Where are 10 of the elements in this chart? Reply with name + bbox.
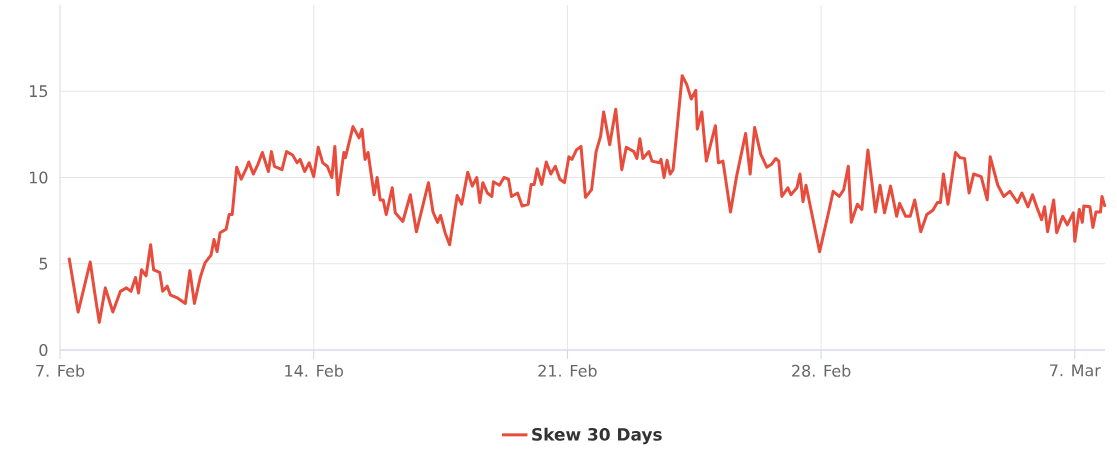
x-tick-label: 28. Feb bbox=[792, 364, 851, 377]
y-tick-label: 0 bbox=[39, 343, 48, 357]
x-tick-label: 21. Feb bbox=[538, 364, 597, 377]
y-tick-label: 5 bbox=[39, 257, 48, 270]
y-tick-label: 15 bbox=[29, 85, 48, 98]
y-tick-label: 10 bbox=[29, 171, 48, 184]
x-tick-label: 7. Mar bbox=[1050, 364, 1101, 377]
x-tick-label: 14. Feb bbox=[285, 364, 344, 377]
legend-label: Skew 30 Days bbox=[532, 427, 662, 445]
x-tick-label: 7. Feb bbox=[36, 364, 85, 377]
